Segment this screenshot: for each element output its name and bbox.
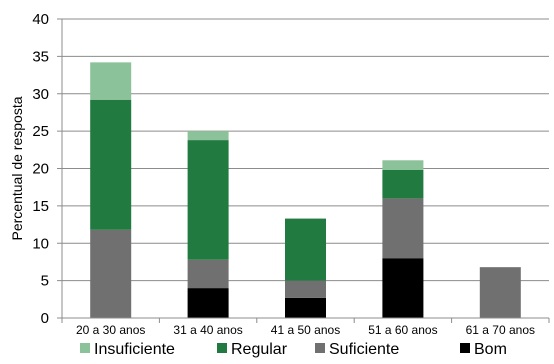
y-tick-label: 40 bbox=[32, 11, 49, 28]
bar-segment-insuficiente bbox=[90, 62, 132, 100]
x-tick-label: 31 a 40 anos bbox=[173, 323, 242, 337]
gridlines bbox=[62, 18, 549, 282]
bars bbox=[90, 62, 521, 318]
y-tick-label: 20 bbox=[32, 161, 49, 178]
legend-swatch-regular bbox=[217, 343, 227, 353]
bar-segment-regular bbox=[382, 169, 424, 199]
y-axis-ticks: 0 5 10 15 20 25 30 35 40 bbox=[32, 11, 63, 327]
bar-segment-suficiente bbox=[90, 229, 132, 318]
legend-swatch-insuficiente bbox=[80, 343, 90, 353]
y-axis-title: Percentual de resposta bbox=[9, 96, 25, 240]
legend-label-insuficiente: Insuficiente bbox=[94, 341, 175, 358]
bar-segment-suficiente bbox=[479, 267, 521, 318]
y-tick-label: 10 bbox=[32, 235, 49, 252]
x-axis-ticks: 20 a 30 anos 31 a 40 anos 41 a 50 anos 51 a… bbox=[61, 318, 550, 337]
y-tick-label: 30 bbox=[32, 86, 49, 103]
x-tick-label: 51 a 60 anos bbox=[368, 323, 437, 337]
x-tick-label: 41 a 50 anos bbox=[271, 323, 340, 337]
y-tick-label: 5 bbox=[41, 273, 49, 290]
bar-segment-suficiente bbox=[187, 259, 229, 289]
legend-label-suficiente: Suficiente bbox=[329, 341, 399, 358]
legend-swatch-suficiente bbox=[315, 343, 325, 353]
legend-label-regular: Regular bbox=[231, 341, 288, 358]
bar-segment-regular bbox=[187, 140, 229, 260]
bar-segment-bom bbox=[285, 297, 326, 318]
bar-segment-suficiente bbox=[382, 198, 424, 259]
bar-segment-insuficiente bbox=[382, 160, 424, 170]
y-tick-label: 15 bbox=[32, 198, 49, 215]
legend-label-bom: Bom bbox=[474, 341, 507, 358]
bar-segment-suficiente bbox=[285, 280, 326, 298]
bar-segment-bom bbox=[187, 288, 229, 318]
x-tick-label: 61 a 70 anos bbox=[466, 323, 535, 337]
y-tick-label: 35 bbox=[32, 48, 49, 65]
bar-segment-bom bbox=[382, 258, 424, 318]
y-tick-label: 25 bbox=[32, 123, 49, 140]
legend-swatch-bom bbox=[460, 343, 470, 353]
bar-segment-regular bbox=[285, 218, 326, 281]
bar-segment-insuficiente bbox=[187, 131, 229, 141]
x-tick-label: 20 a 30 anos bbox=[76, 323, 145, 337]
y-tick-label: 0 bbox=[41, 310, 49, 327]
bar-segment-regular bbox=[90, 99, 132, 230]
legend: Insuficiente Regular Suficiente Bom bbox=[80, 341, 507, 358]
